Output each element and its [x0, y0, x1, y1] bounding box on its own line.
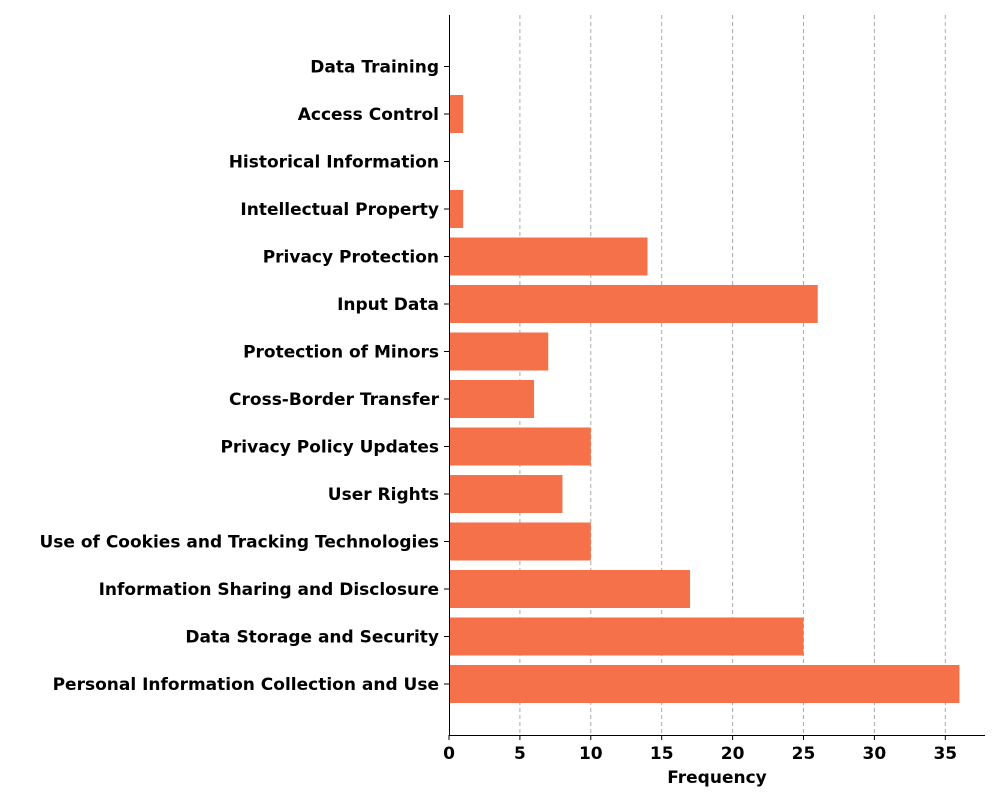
x-tick-label: 0	[443, 744, 455, 764]
bar	[449, 427, 591, 466]
category-label: Access Control	[298, 105, 439, 125]
x-tick-labels: 0 5 10 15 20 25 30 35	[443, 735, 957, 764]
category-label: User Rights	[328, 485, 439, 505]
category-labels: Personal Information Collection and Use D…	[39, 58, 449, 695]
bar	[449, 522, 591, 561]
category-label: Use of Cookies and Tracking Technologies	[39, 533, 439, 553]
bar	[449, 237, 648, 276]
bar	[449, 617, 804, 656]
category-label: Input Data	[337, 295, 439, 315]
bars	[449, 95, 960, 703]
x-tick-label: 10	[579, 744, 603, 764]
bar	[449, 475, 563, 513]
axes	[449, 15, 985, 736]
bar	[449, 332, 549, 371]
category-label: Historical Information	[229, 153, 439, 173]
bar	[449, 380, 535, 418]
grid-lines	[519, 15, 946, 735]
category-label: Privacy Policy Updates	[220, 438, 439, 458]
x-axis-title: Frequency	[667, 768, 767, 788]
x-tick-label: 20	[721, 744, 745, 764]
category-label: Protection of Minors	[243, 343, 439, 363]
bar	[449, 570, 691, 608]
category-label: Privacy Protection	[263, 248, 439, 268]
category-label: Cross-Border Transfer	[229, 390, 440, 410]
x-tick-label: 5	[514, 744, 526, 764]
category-label: Information Sharing and Disclosure	[99, 580, 439, 600]
category-label: Data Training	[310, 58, 439, 78]
category-label: Data Storage and Security	[185, 628, 439, 648]
bar	[449, 190, 464, 228]
category-label: Intellectual Property	[240, 200, 439, 220]
bar	[449, 665, 960, 703]
x-tick-label: 30	[863, 744, 887, 764]
x-tick-label: 35	[933, 744, 957, 764]
bar	[449, 285, 818, 323]
x-tick-label: 15	[650, 744, 674, 764]
bar	[449, 95, 464, 133]
x-tick-label: 25	[792, 744, 816, 764]
category-label: Personal Information Collection and Use	[53, 675, 439, 695]
